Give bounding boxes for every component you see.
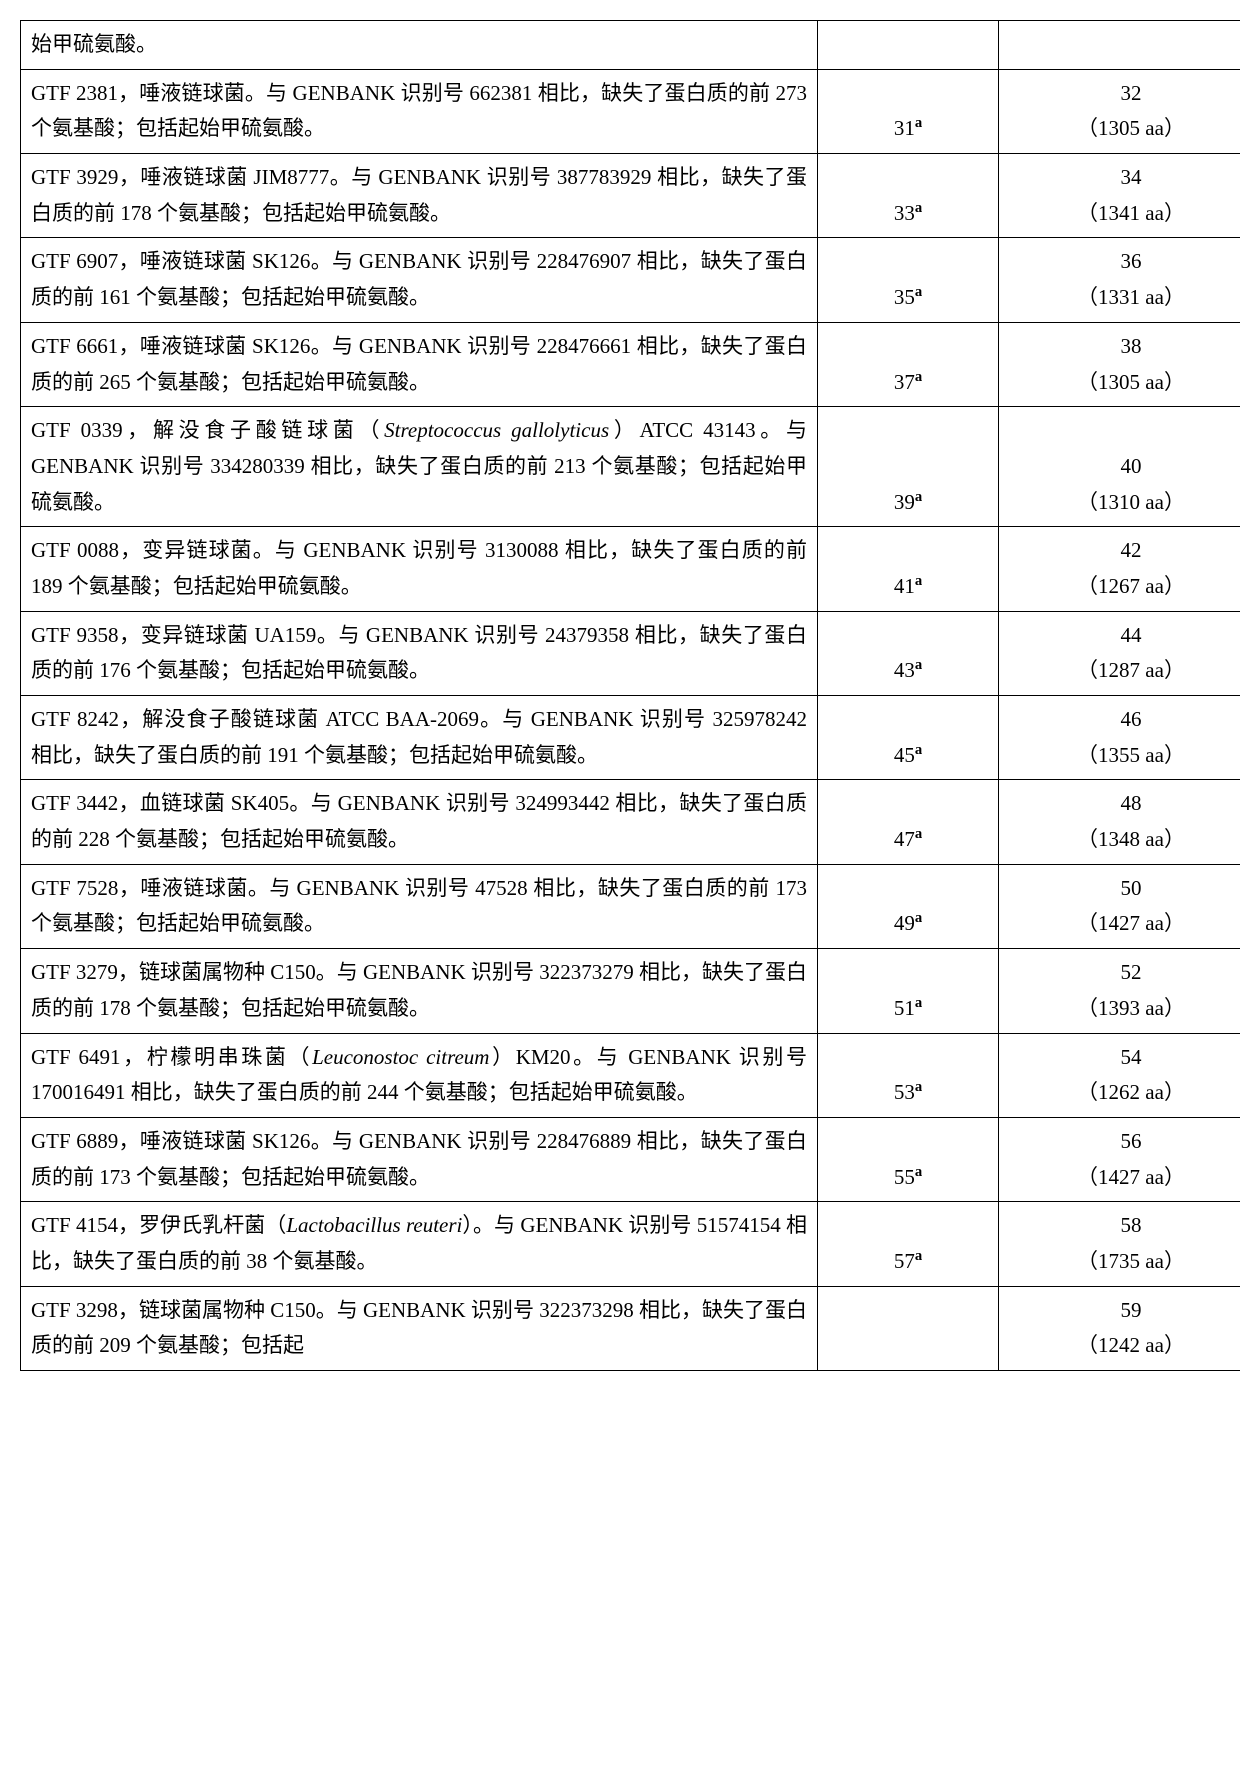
seq-id-number: 42 [1121,538,1142,562]
seq-id-nt-cell: 43a [818,611,999,695]
aa-length: （1305 aa） [1077,116,1185,140]
seq-id-nt-cell [818,21,999,70]
description-cell: GTF 2381，唾液链球菌。与 GENBANK 识别号 662381 相比，缺… [21,69,818,153]
aa-length: （1735 aa） [1077,1249,1185,1273]
aa-length: （1355 aa） [1077,743,1185,767]
seq-id-number: 56 [1121,1129,1142,1153]
seq-id-aa-cell: 34 （1341 aa） [999,154,1240,238]
seq-id-nt-cell: 53a [818,1033,999,1117]
seq-id-nt-cell: 49a [818,864,999,948]
seq-id-aa-cell [999,21,1240,70]
seq-id-aa-cell: 38 （1305 aa） [999,322,1240,406]
table-row: GTF 6491，柠檬明串珠菌（Leuconostoc citreum）KM20… [21,1033,1240,1117]
seq-id-nt-cell: 39a [818,407,999,527]
description-cell: GTF 6889，唾液链球菌 SK126。与 GENBANK 识别号 22847… [21,1117,818,1201]
seq-id-number: 38 [1121,334,1142,358]
table-row: GTF 9358，变异链球菌 UA159。与 GENBANK 识别号 24379… [21,611,1240,695]
table-row: GTF 3442，血链球菌 SK405。与 GENBANK 识别号 324993… [21,780,1240,864]
seq-id-aa-cell: 59 （1242 aa） [999,1286,1240,1370]
description-cell: GTF 0339，解没食子酸链球菌（Streptococcus gallolyt… [21,407,818,527]
table-row: GTF 8242，解没食子酸链球菌 ATCC BAA-2069。与 GENBAN… [21,696,1240,780]
table-row: GTF 2381，唾液链球菌。与 GENBANK 识别号 662381 相比，缺… [21,69,1240,153]
seq-id-nt-cell: 45a [818,696,999,780]
table-row: GTF 0339，解没食子酸链球菌（Streptococcus gallolyt… [21,407,1240,527]
description-cell: GTF 7528，唾液链球菌。与 GENBANK 识别号 47528 相比，缺失… [21,864,818,948]
seq-id-nt-cell: 57a [818,1202,999,1286]
description-cell: GTF 3929，唾液链球菌 JIM8777。与 GENBANK 识别号 387… [21,154,818,238]
seq-id-number: 36 [1121,249,1142,273]
seq-id-number: 34 [1121,165,1142,189]
seq-id-aa-cell: 58 （1735 aa） [999,1202,1240,1286]
table-row: GTF 3929，唾液链球菌 JIM8777。与 GENBANK 识别号 387… [21,154,1240,238]
table-row: GTF 7528，唾液链球菌。与 GENBANK 识别号 47528 相比，缺失… [21,864,1240,948]
table-row: GTF 6907，唾液链球菌 SK126。与 GENBANK 识别号 22847… [21,238,1240,322]
seq-id-aa-cell: 52 （1393 aa） [999,949,1240,1033]
seq-id-number: 59 [1121,1298,1142,1322]
seq-id-aa-cell: 42 （1267 aa） [999,527,1240,611]
aa-length: （1267 aa） [1077,574,1185,598]
seq-id-aa-cell: 32 （1305 aa） [999,69,1240,153]
description-cell: GTF 6907，唾液链球菌 SK126。与 GENBANK 识别号 22847… [21,238,818,322]
seq-id-nt-cell: 55a [818,1117,999,1201]
description-cell: GTF 6661，唾液链球菌 SK126。与 GENBANK 识别号 22847… [21,322,818,406]
aa-length: （1242 aa） [1077,1333,1185,1357]
seq-id-number: 50 [1121,876,1142,900]
description-cell: GTF 3298，链球菌属物种 C150。与 GENBANK 识别号 32237… [21,1286,818,1370]
seq-id-aa-cell: 44 （1287 aa） [999,611,1240,695]
aa-length: （1427 aa） [1077,1165,1185,1189]
seq-id-nt-cell: 35a [818,238,999,322]
aa-length: （1393 aa） [1077,996,1185,1020]
seq-id-number: 46 [1121,707,1142,731]
seq-id-nt-cell: 51a [818,949,999,1033]
aa-length: （1348 aa） [1077,827,1185,851]
seq-id-number: 32 [1121,81,1142,105]
description-cell: GTF 8242，解没食子酸链球菌 ATCC BAA-2069。与 GENBAN… [21,696,818,780]
seq-id-nt-cell [818,1286,999,1370]
seq-id-aa-cell: 48 （1348 aa） [999,780,1240,864]
description-cell: GTF 3279，链球菌属物种 C150。与 GENBANK 识别号 32237… [21,949,818,1033]
seq-id-number: 44 [1121,623,1142,647]
description-cell: GTF 0088，变异链球菌。与 GENBANK 识别号 3130088 相比，… [21,527,818,611]
seq-id-aa-cell: 46 （1355 aa） [999,696,1240,780]
seq-id-nt-cell: 31a [818,69,999,153]
seq-id-aa-cell: 56 （1427 aa） [999,1117,1240,1201]
aa-length: （1341 aa） [1077,201,1185,225]
seq-id-nt-cell: 37a [818,322,999,406]
gtf-sequence-table: 始甲硫氨酸。GTF 2381，唾液链球菌。与 GENBANK 识别号 66238… [20,20,1240,1371]
seq-id-aa-cell: 50 （1427 aa） [999,864,1240,948]
aa-length: （1310 aa） [1077,490,1185,514]
aa-length: （1305 aa） [1077,370,1185,394]
seq-id-aa-cell: 40 （1310 aa） [999,407,1240,527]
table-row: GTF 3298，链球菌属物种 C150。与 GENBANK 识别号 32237… [21,1286,1240,1370]
seq-id-nt-cell: 41a [818,527,999,611]
description-cell: 始甲硫氨酸。 [21,21,818,70]
seq-id-aa-cell: 36 （1331 aa） [999,238,1240,322]
seq-id-number: 52 [1121,960,1142,984]
table-row: GTF 6661，唾液链球菌 SK126。与 GENBANK 识别号 22847… [21,322,1240,406]
table-row: GTF 4154，罗伊氏乳杆菌（Lactobacillus reuteri）。与… [21,1202,1240,1286]
seq-id-number: 54 [1121,1045,1142,1069]
seq-id-number: 48 [1121,791,1142,815]
description-cell: GTF 4154，罗伊氏乳杆菌（Lactobacillus reuteri）。与… [21,1202,818,1286]
description-cell: GTF 9358，变异链球菌 UA159。与 GENBANK 识别号 24379… [21,611,818,695]
description-cell: GTF 3442，血链球菌 SK405。与 GENBANK 识别号 324993… [21,780,818,864]
table-row: GTF 3279，链球菌属物种 C150。与 GENBANK 识别号 32237… [21,949,1240,1033]
description-cell: GTF 6491，柠檬明串珠菌（Leuconostoc citreum）KM20… [21,1033,818,1117]
aa-length: （1262 aa） [1077,1080,1185,1104]
seq-id-aa-cell: 54 （1262 aa） [999,1033,1240,1117]
table-row: GTF 6889，唾液链球菌 SK126。与 GENBANK 识别号 22847… [21,1117,1240,1201]
aa-length: （1427 aa） [1077,911,1185,935]
seq-id-nt-cell: 33a [818,154,999,238]
seq-id-number: 58 [1121,1213,1142,1237]
seq-id-nt-cell: 47a [818,780,999,864]
table-row: 始甲硫氨酸。 [21,21,1240,70]
aa-length: （1331 aa） [1077,285,1185,309]
seq-id-number: 40 [1121,454,1142,478]
table-row: GTF 0088，变异链球菌。与 GENBANK 识别号 3130088 相比，… [21,527,1240,611]
aa-length: （1287 aa） [1077,658,1185,682]
